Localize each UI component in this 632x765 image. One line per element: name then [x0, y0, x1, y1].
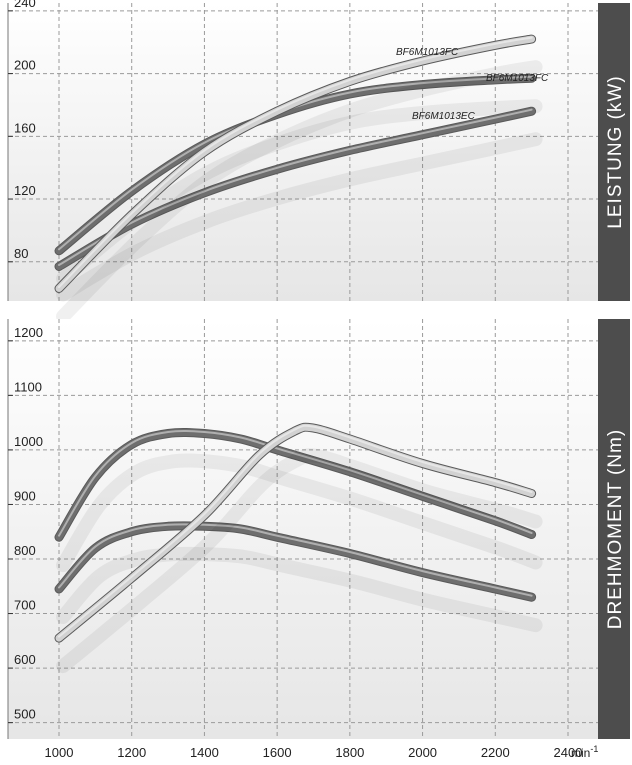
torque-series-1-line — [55, 428, 536, 541]
power-y-tick-label: 80 — [14, 246, 28, 261]
x-tick-label: 1400 — [190, 745, 219, 760]
x-axis-ticks: 1000 1200 1400 1600 1800 2000 2200 2400 — [45, 745, 583, 760]
power-series-0 — [54, 34, 543, 324]
torque-y-tick-label: 1000 — [14, 434, 43, 449]
power-series-0-shadow — [56, 60, 543, 324]
power-series-2-line — [55, 107, 536, 270]
x-tick-label: 1600 — [263, 745, 292, 760]
torque-plot-background — [8, 319, 598, 739]
power-y-ticks: 80 120 160 200 240 — [8, 0, 36, 263]
power-y-tick-label: 200 — [14, 58, 36, 73]
torque-y-ticks: 500 600 700 800 900 1000 1100 1200 — [8, 325, 43, 724]
torque-series-0 — [54, 422, 543, 674]
power-axis-label: LEISTUNG (kW) — [605, 75, 626, 228]
power-y-tick-label: 160 — [14, 120, 36, 135]
torque-series-0-line — [55, 423, 536, 642]
torque-y-tick-label: 700 — [14, 598, 36, 613]
power-grid — [8, 3, 598, 301]
power-series-2-highlight — [58, 108, 533, 266]
power-series-0-line — [55, 35, 536, 292]
torque-y-tick-label: 600 — [14, 652, 36, 667]
power-series-2 — [54, 106, 543, 302]
torque-series-0-highlight — [58, 424, 533, 638]
power-y-tick-label: 120 — [14, 183, 36, 198]
x-axis-unit: min-1 — [571, 744, 598, 760]
torque-y-tick-label: 1100 — [14, 379, 42, 394]
power-annotation-fc-dark: BF6M1013FC — [486, 73, 549, 84]
power-side-band — [598, 3, 630, 301]
power-plot-background — [8, 3, 598, 301]
power-chart-panel: 80 120 160 200 240 BF6M1013FC BF6M1013FC BF6… — [7, 0, 630, 324]
torque-series-2 — [54, 521, 543, 633]
x-tick-label: 1800 — [335, 745, 364, 760]
torque-y-tick-label: 500 — [14, 707, 36, 722]
torque-y-tick-label: 1200 — [14, 325, 43, 340]
power-series-2-shadow — [56, 132, 543, 302]
power-y-tick-label: 240 — [14, 0, 36, 10]
torque-grid — [8, 319, 598, 739]
x-tick-label: 1200 — [117, 745, 146, 760]
torque-curves — [54, 422, 543, 674]
x-tick-label: 2200 — [481, 745, 510, 760]
x-tick-label: 2400 — [554, 745, 583, 760]
torque-y-tick-label: 800 — [14, 543, 36, 558]
power-annotation-ec: BF6M1013EC — [412, 111, 476, 122]
torque-series-1-highlight — [58, 429, 533, 537]
power-curves — [54, 34, 543, 324]
torque-y-tick-label: 900 — [14, 488, 36, 503]
x-tick-label: 2000 — [408, 745, 437, 760]
torque-series-2-shadow — [56, 546, 543, 633]
torque-series-0-shadow — [56, 448, 543, 674]
torque-series-2-line — [55, 522, 536, 601]
torque-series-2-highlight — [58, 523, 533, 597]
x-tick-label: 1000 — [45, 745, 74, 760]
power-series-0-highlight — [58, 36, 533, 288]
power-annotation-fc-light: BF6M1013FC — [396, 47, 459, 58]
power-series-1-line — [55, 74, 536, 255]
torque-chart-panel: 500 600 700 800 900 1000 1100 1200 DREHMOMENT (… — [7, 319, 630, 739]
torque-axis-label: DREHMOMENT (Nm) — [605, 429, 626, 629]
torque-side-band — [598, 319, 630, 739]
